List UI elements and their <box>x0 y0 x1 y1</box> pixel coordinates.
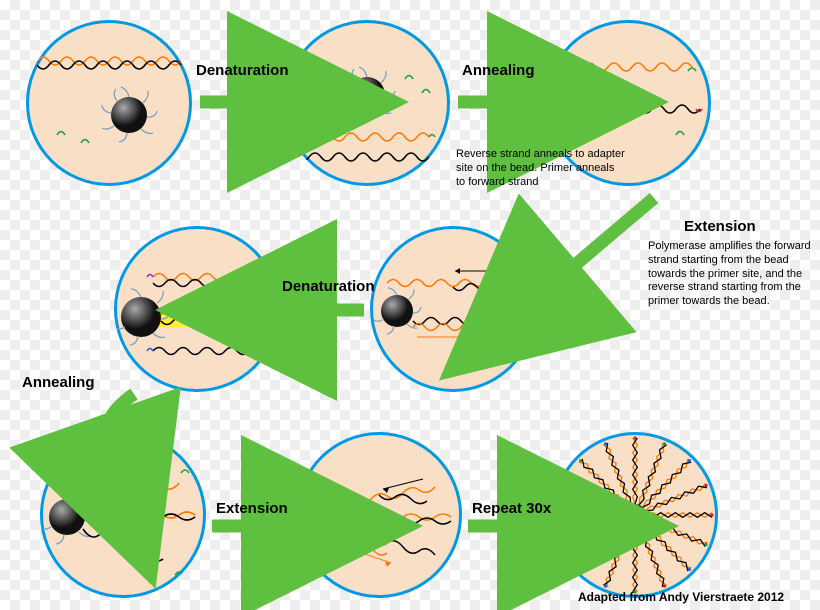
arrow-extension-1 <box>548 198 654 288</box>
stage-6-art <box>43 435 203 595</box>
label-annealing-1: Annealing <box>462 62 535 79</box>
stage-circle-5 <box>370 226 536 392</box>
label-denaturation-1: Denaturation <box>196 62 289 79</box>
stage-2-art <box>287 23 447 183</box>
label-extension-1: Extension <box>684 218 756 235</box>
stage-circle-8: {"n":16,"len":64,"cx":80,"cy":80} <box>552 432 718 598</box>
desc-extension: Polymerase amplifies the forward strand … <box>648 240 816 309</box>
label-annealing-2: Annealing <box>22 374 95 391</box>
stage-circle-6 <box>40 432 206 598</box>
stage-circle-4 <box>114 226 280 392</box>
desc-annealing: Reverse strand anneals to adapter site o… <box>456 148 626 189</box>
stage-circle-2 <box>284 20 450 186</box>
stage-8-art: {"n":16,"len":64,"cx":80,"cy":80} <box>555 435 715 595</box>
attribution-text: Adapted from Andy Vierstraete 2012 <box>578 590 784 604</box>
label-repeat: Repeat 30x <box>472 500 551 517</box>
label-denaturation-2: Denaturation <box>282 278 375 295</box>
stage-1-art <box>29 23 189 183</box>
stage-5-art <box>373 229 533 389</box>
stage-circle-7 <box>296 432 462 598</box>
stage-circle-1 <box>26 20 192 186</box>
stage-4-art <box>117 229 277 389</box>
label-extension-2: Extension <box>216 500 288 517</box>
stage-7-art <box>299 435 459 595</box>
